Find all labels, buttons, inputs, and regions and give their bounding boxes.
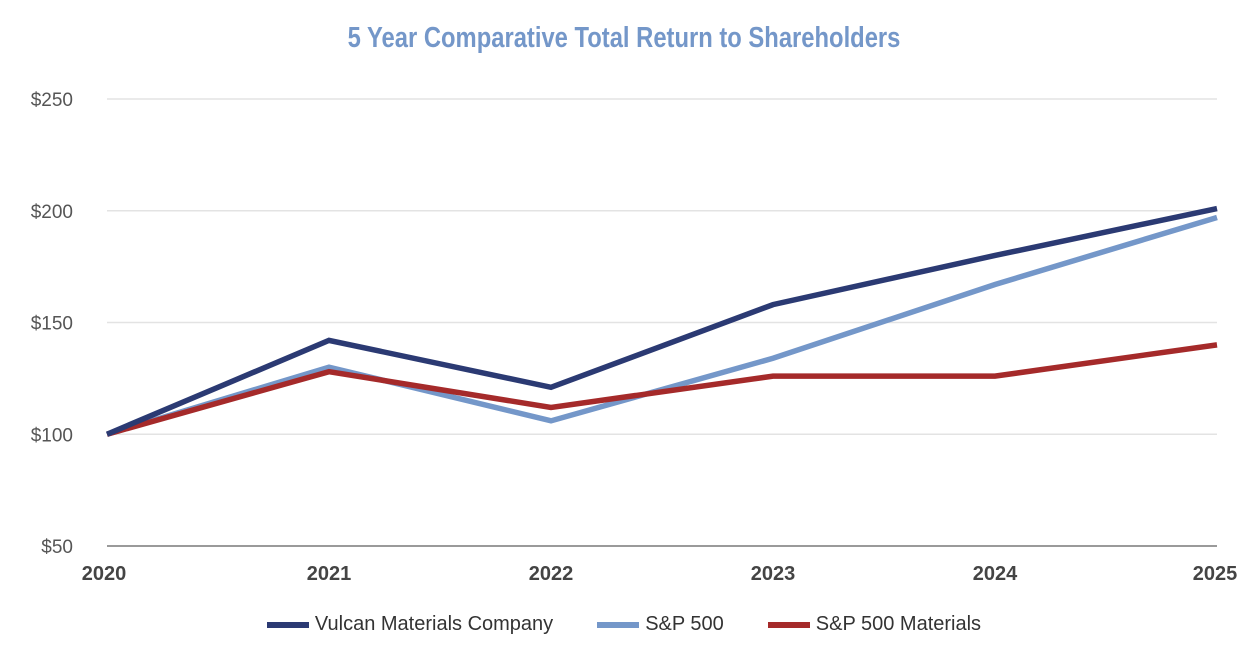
- series-line-sandp-500: [106, 214, 1218, 437]
- legend-label: S&P 500: [645, 613, 724, 635]
- y-axis-tick-labels: $50 $100 $150 $200 $250: [31, 90, 73, 558]
- y-tick-label: $150: [31, 314, 73, 335]
- legend-item: S&P 500 Materials: [767, 613, 982, 636]
- x-axis-tick-labels: 2020 2021 2022 2023 2024 2025: [82, 563, 1238, 585]
- chart-title: 5 Year Comparative Total Return to Share…: [347, 22, 901, 54]
- y-tick-label: $250: [31, 90, 73, 111]
- legend-item: Vulcan Materials Company: [266, 613, 554, 636]
- legend-swatch: [597, 621, 640, 628]
- legend-swatch: [767, 621, 810, 628]
- x-tick-label: 2025: [1193, 563, 1238, 585]
- y-tick-label: $50: [41, 537, 73, 558]
- legend: Vulcan Materials Company S&P 500 S&P 500 M…: [0, 613, 1248, 636]
- y-tick-label: $100: [31, 425, 73, 446]
- legend-item: S&P 500: [597, 613, 724, 636]
- series-line-vulcan-materials-company: [105, 205, 1218, 437]
- x-tick-label: 2023: [751, 563, 796, 585]
- x-tick-label: 2021: [307, 563, 352, 585]
- gridlines: [107, 98, 1217, 547]
- series-lines: [105, 205, 1218, 437]
- x-tick-label: 2024: [973, 563, 1018, 585]
- legend-swatch: [266, 621, 309, 628]
- legend-label: Vulcan Materials Company: [314, 613, 554, 635]
- x-tick-label: 2022: [529, 563, 574, 585]
- x-tick-label: 2020: [82, 563, 127, 585]
- y-tick-label: $200: [31, 202, 73, 223]
- legend-label: S&P 500 Materials: [815, 613, 982, 635]
- series-line-sandp-500-materials: [106, 342, 1218, 437]
